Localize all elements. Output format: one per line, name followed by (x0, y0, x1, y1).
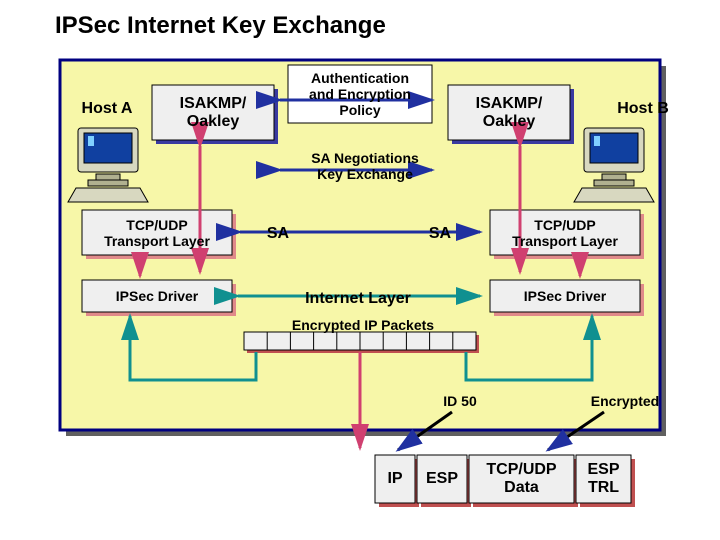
label-auth: Authentication and Encryption Policy (290, 70, 430, 118)
label-saR: SA (420, 225, 460, 243)
page-title: IPSec Internet Key Exchange (55, 12, 386, 40)
box-esptrl: ESP TRL (576, 455, 631, 503)
label-encr: Encrypted (570, 393, 680, 409)
box-esp: ESP (417, 455, 467, 503)
box-isakmpA: ISAKMP/ Oakley (152, 85, 274, 140)
label-saNeg: SA Negotiations Key Exchange (290, 150, 440, 182)
box-ipsecA: IPSec Driver (82, 280, 232, 312)
box-ip: IP (375, 455, 415, 503)
label-inet: Internet Layer (268, 290, 448, 308)
label-saL: SA (258, 225, 298, 243)
box-tcpA: TCP/UDP Transport Layer (82, 210, 232, 255)
label-hostB: Host B (608, 100, 678, 118)
box-ipsecB: IPSec Driver (490, 280, 640, 312)
box-isakmpB: ISAKMP/ Oakley (448, 85, 570, 140)
label-id50: ID 50 (430, 393, 490, 409)
box-tcpdata: TCP/UDP Data (469, 455, 574, 503)
label-hostA: Host A (72, 100, 142, 118)
box-tcpB: TCP/UDP Transport Layer (490, 210, 640, 255)
label-encIP: Encrypted IP Packets (268, 317, 458, 333)
